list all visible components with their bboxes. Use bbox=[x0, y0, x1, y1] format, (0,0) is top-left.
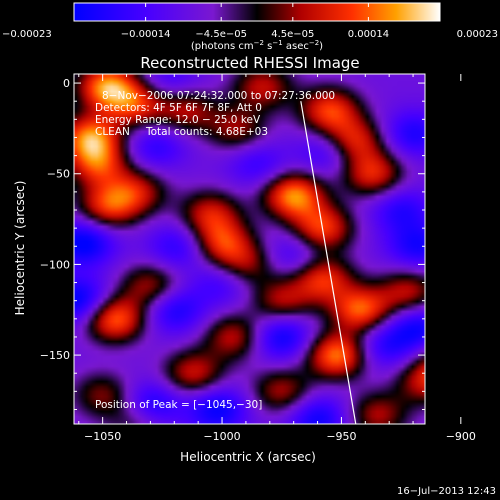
chart-title: Reconstructed RHESSI Image bbox=[140, 54, 359, 72]
colorbar-tick-label: −0.00023 bbox=[2, 29, 52, 40]
x-axis-label: Heliocentric X (arcsec) bbox=[180, 450, 316, 464]
x-tick-label: −900 bbox=[446, 430, 476, 443]
y-tick-label: −100 bbox=[40, 258, 70, 271]
colorbar: −0.00023 −0.00014 −4.5e−05 4.5e−05 0.00014 0.… bbox=[2, 2, 498, 52]
y-axis-label: Heliocentric Y (arcsec) bbox=[13, 181, 27, 316]
y-tick-label: −150 bbox=[40, 349, 70, 362]
colorbar-tick-label: 0.00023 bbox=[457, 29, 498, 40]
annotation-energy: Energy Range: 12.0 − 25.0 keV bbox=[95, 114, 261, 126]
annotation-detectors: Detectors: 4F 5F 6F 7F 8F, Att 0 bbox=[95, 102, 262, 114]
y-tick-label: 0 bbox=[63, 77, 70, 90]
x-tick-label: −950 bbox=[326, 430, 356, 443]
colorbar-tick-label: 4.5e−05 bbox=[271, 29, 314, 40]
annotation-peak: Position of Peak = [−1045,−30] bbox=[95, 399, 262, 411]
heatmap-image bbox=[74, 74, 450, 424]
annotation-method: CLEAN bbox=[95, 126, 130, 138]
annotation-counts: Total counts: 4.68E+03 bbox=[145, 126, 268, 138]
colorbar-unit: (photons cm−2 s−1 asec−2) bbox=[191, 39, 323, 52]
axis-ticks: −1050 −1000 −950 −900 0 −50 −100 −150 bbox=[40, 74, 476, 443]
footer-timestamp: 16−Jul−2013 12:43 bbox=[397, 486, 496, 497]
solar-limb-line bbox=[300, 101, 357, 424]
y-tick-label: −50 bbox=[47, 168, 70, 181]
x-tick-label: −1050 bbox=[84, 430, 121, 443]
heatmap-raster bbox=[74, 74, 425, 424]
heatmap-source-point bbox=[448, 363, 450, 365]
colorbar-gradient bbox=[73, 2, 441, 22]
plot-frame bbox=[73, 73, 426, 425]
colorbar-tick-label: −0.00014 bbox=[121, 29, 171, 40]
annotation-time-range: 8−Nov−2006 07:24:32.000 to 07:27:36.000 bbox=[102, 90, 335, 102]
annotations: 8−Nov−2006 07:24:32.000 to 07:27:36.000 … bbox=[95, 90, 335, 411]
colorbar-ticks: −0.00023 −0.00014 −4.5e−05 4.5e−05 0.00014 0.… bbox=[2, 3, 498, 40]
colorbar-tick-label: −4.5e−05 bbox=[195, 29, 247, 40]
colorbar-tick-label: 0.00014 bbox=[348, 29, 389, 40]
x-tick-label: −1000 bbox=[203, 430, 240, 443]
